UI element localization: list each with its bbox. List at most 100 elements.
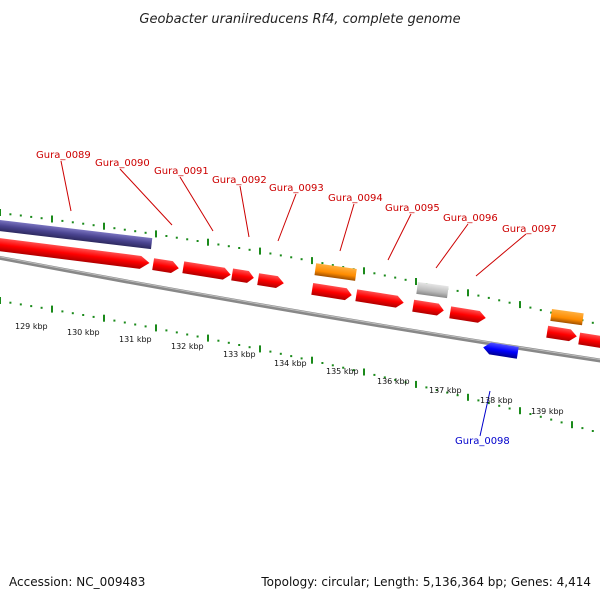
major-tick (155, 324, 157, 332)
minor-tick (487, 296, 490, 299)
gene-arrow-gura-0095[interactable] (355, 289, 404, 308)
gene-label-gura-0089[interactable]: Gura_0089 (36, 150, 91, 161)
gene-label-gura-0095[interactable]: Gura_0095 (385, 203, 440, 214)
gene-arrow-gura-0097-cds[interactable] (449, 306, 486, 323)
minor-tick (300, 357, 303, 360)
gene-label-gura-0094[interactable]: Gura_0094 (328, 193, 383, 204)
minor-tick (394, 378, 397, 381)
minor-tick (269, 350, 272, 353)
minor-tick (186, 333, 189, 336)
minor-tick (456, 289, 459, 292)
minor-tick (144, 231, 147, 234)
minor-tick (217, 339, 220, 342)
major-tick (103, 314, 105, 322)
minor-tick (331, 264, 334, 267)
minor-tick (113, 319, 116, 322)
gene-arrow-gura-0093[interactable] (257, 273, 285, 289)
major-tick (571, 421, 573, 429)
major-tick (0, 297, 1, 304)
rna-feature-right[interactable] (550, 308, 584, 326)
minor-tick (404, 381, 407, 384)
major-tick (103, 222, 105, 230)
minor-tick (591, 430, 594, 432)
kbp-label: 130 kbp (67, 328, 100, 337)
minor-tick (373, 373, 376, 376)
gene-label-gura-0096[interactable]: Gura_0096 (443, 213, 498, 224)
minor-tick (498, 299, 501, 302)
minor-tick (508, 301, 511, 304)
gene-arrow-forward-extra-1[interactable] (546, 325, 578, 343)
minor-tick (82, 314, 85, 316)
minor-tick (238, 344, 241, 346)
gene-label-gura-0091[interactable]: Gura_0091 (154, 166, 209, 177)
gene-arrow-gura-0098[interactable] (482, 341, 519, 359)
minor-tick (331, 364, 334, 367)
major-tick (311, 257, 313, 265)
minor-tick (144, 325, 147, 328)
accession-text: Accession: NC_009483 (9, 575, 145, 589)
minor-tick (508, 407, 511, 410)
minor-tick (238, 247, 241, 249)
gene-arrow-gura-0089[interactable] (0, 237, 150, 270)
operon-bar[interactable] (0, 218, 153, 250)
minor-tick (175, 331, 178, 334)
minor-tick (560, 421, 563, 424)
minor-tick (446, 391, 449, 394)
gene-label-gura-0097[interactable]: Gura_0097 (502, 224, 557, 235)
minor-tick (321, 262, 324, 265)
minor-tick (9, 301, 12, 304)
kbp-label: 138 kbp (480, 396, 513, 405)
kbp-labels: 129 kbp 130 kbp 131 kbp 132 kbp 133 kbp … (15, 322, 564, 416)
minor-tick (539, 309, 542, 312)
minor-tick (113, 227, 116, 230)
minor-tick (165, 329, 168, 332)
kbp-label: 131 kbp (119, 335, 152, 344)
genome-title: Geobacter uraniireducens Rf4, complete g… (139, 12, 460, 27)
major-tick (363, 267, 365, 275)
gene-arrow-gura-0092[interactable] (231, 268, 255, 284)
minor-tick (404, 278, 407, 281)
kbp-label: 132 kbp (171, 342, 204, 351)
minor-tick (352, 369, 355, 372)
minor-tick (227, 245, 230, 248)
kbp-label: 137 kbp (429, 386, 462, 395)
minor-tick (165, 235, 168, 237)
minor-tick (61, 219, 64, 222)
other-feature-gura-0096[interactable] (416, 281, 449, 299)
minor-tick (394, 276, 397, 279)
gene-label-gura-0090[interactable]: Gura_0090 (95, 158, 150, 169)
major-tick (155, 230, 157, 238)
gene-arrow-gura-0090[interactable] (152, 258, 180, 274)
minor-tick (383, 274, 386, 277)
minor-tick (227, 341, 230, 344)
gene-arrow-forward-extra-2[interactable] (578, 332, 600, 350)
major-tick (51, 305, 53, 313)
operon-feature[interactable] (0, 218, 153, 250)
major-tick (0, 209, 1, 216)
kbp-label: 135 kbp (326, 367, 359, 376)
gene-label-gura-0092[interactable]: Gura_0092 (212, 175, 267, 186)
kbp-label: 136 kbp (377, 377, 410, 386)
minor-tick (175, 236, 178, 239)
minor-tick (529, 306, 532, 309)
kbp-label: 134 kbp (274, 359, 307, 368)
gene-arrow-gura-0094-cds[interactable] (311, 282, 352, 301)
minor-tick (186, 238, 189, 241)
gene-label-gura-0098[interactable]: Gura_0098 (455, 436, 510, 447)
minor-tick (92, 315, 95, 318)
minor-tick (9, 213, 12, 216)
major-tick (467, 393, 469, 401)
kbp-label: 133 kbp (223, 350, 256, 359)
minor-tick (71, 221, 74, 224)
minor-tick (19, 214, 22, 217)
minor-tick (196, 335, 199, 338)
major-tick (415, 278, 417, 285)
minor-tick (279, 352, 282, 355)
minor-tick (279, 254, 282, 257)
gene-arrow-gura-0096-cds[interactable] (412, 299, 444, 317)
rna-feature-gura-0094[interactable] (314, 263, 357, 281)
major-tick (363, 368, 365, 376)
gene-arrow-gura-0091[interactable] (182, 261, 231, 280)
gene-label-gura-0093[interactable]: Gura_0093 (269, 183, 324, 194)
